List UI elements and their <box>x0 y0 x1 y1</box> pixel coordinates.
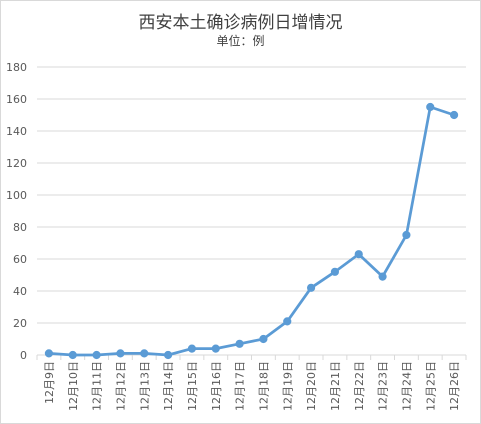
data-point <box>449 110 459 120</box>
data-point <box>140 349 149 358</box>
data-point <box>259 334 268 344</box>
data-point <box>330 267 340 276</box>
chart-title: 西安本土确诊病例日增情况 <box>138 13 343 33</box>
x-tick-label: 12月24日 <box>400 361 413 411</box>
x-tick-label: 12月15日 <box>186 361 199 411</box>
y-tick-label: 160 <box>6 93 27 106</box>
x-tick-label: 12月21日 <box>329 361 342 411</box>
data-point <box>163 350 173 360</box>
x-tick-label: 12月22日 <box>353 361 366 411</box>
data-point <box>306 283 316 292</box>
y-tick-label: 80 <box>13 221 27 234</box>
x-tick-label: 12月23日 <box>377 361 390 411</box>
series-line <box>47 105 456 357</box>
x-tick-label: 12月25日 <box>424 361 437 411</box>
data-point <box>426 102 435 112</box>
data-point <box>187 344 197 353</box>
y-tick-label: 180 <box>6 61 27 74</box>
data-point <box>378 272 387 281</box>
y-tick-label: 60 <box>13 253 27 266</box>
y-tick-label: 140 <box>6 125 27 138</box>
x-tick-label: 12月10日 <box>67 361 80 411</box>
data-point <box>211 344 220 353</box>
x-tick-label: 12月20日 <box>305 361 318 411</box>
data-point <box>402 230 411 240</box>
y-tick-label: 120 <box>6 157 27 170</box>
x-tick-label: 12月18日 <box>257 361 270 411</box>
data-point <box>68 350 77 360</box>
data-point <box>235 339 244 348</box>
data-point <box>92 350 101 360</box>
data-point <box>116 349 125 358</box>
gridlines <box>37 66 466 324</box>
x-tick-label: 12月11日 <box>91 361 104 411</box>
y-tick-label: 20 <box>13 317 27 330</box>
y-tick-label: 0 <box>20 349 27 362</box>
y-tick-label: 40 <box>13 285 27 298</box>
x-tick-label: 12月26日 <box>448 361 461 411</box>
x-tick-label: 12月9日 <box>43 361 56 404</box>
y-axis-ticks: 0 20 40 60 80 100 120 140 160 180 <box>6 61 27 362</box>
x-tick-label: 12月17日 <box>234 361 247 411</box>
series-layer <box>44 102 459 360</box>
chart-subtitle: 单位：例 <box>216 34 265 48</box>
x-tick-label: 12月14日 <box>162 361 175 411</box>
x-tick-label: 12月16日 <box>210 361 223 411</box>
x-axis-ticks: 12月9日 12月10日 12月11日 12月12日 12月13日 12月14日 12月15… <box>43 361 461 411</box>
x-tick-label: 12月19日 <box>281 361 294 411</box>
x-tick-label: 12月13日 <box>138 361 151 411</box>
data-point <box>354 250 363 259</box>
data-point <box>283 317 292 326</box>
data-point <box>44 349 54 358</box>
y-tick-label: 100 <box>6 189 27 202</box>
x-tick-label: 12月12日 <box>114 361 127 411</box>
